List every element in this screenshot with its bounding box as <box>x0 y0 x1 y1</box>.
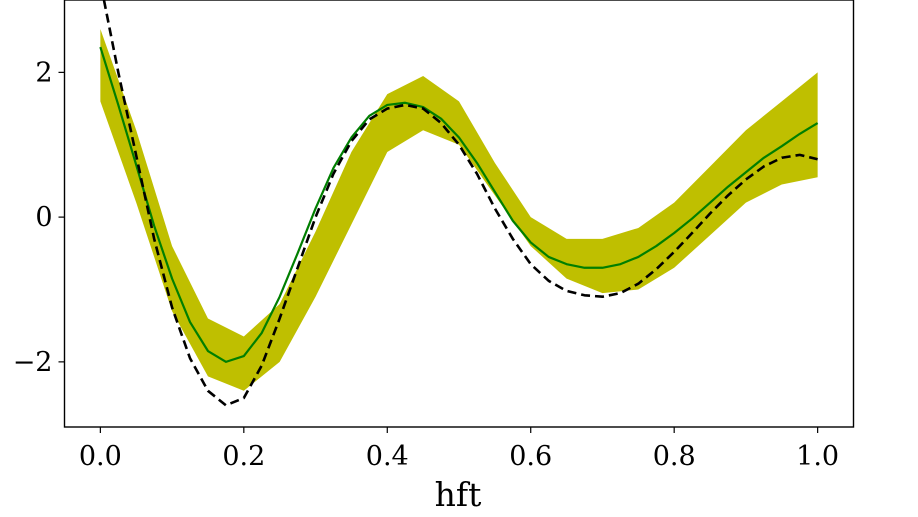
x-tick-label: 1.0 <box>796 441 839 472</box>
x-tick-label: 0.0 <box>79 441 122 472</box>
x-tick-label: 0.8 <box>653 441 696 472</box>
plot-frame <box>63 0 855 428</box>
y-tick-label: 0 <box>35 202 52 233</box>
x-axis-title: hft <box>435 475 482 514</box>
ticks-layer: 0.0 0.2 0.4 0.6 0.8 1.0 −2 0 2 <box>13 57 839 472</box>
x-tick-label: 0.4 <box>366 441 409 472</box>
series-line-solid <box>99 46 819 363</box>
y-tick-label: −2 <box>13 347 53 378</box>
x-tick-label: 0.2 <box>222 441 265 472</box>
plot-layer <box>99 0 819 407</box>
x-tick-label: 0.6 <box>509 441 552 472</box>
series-line-dashed <box>102 0 818 407</box>
y-tick-label: 2 <box>35 57 52 88</box>
plot-area <box>99 0 819 407</box>
confidence-band <box>100 28 818 391</box>
